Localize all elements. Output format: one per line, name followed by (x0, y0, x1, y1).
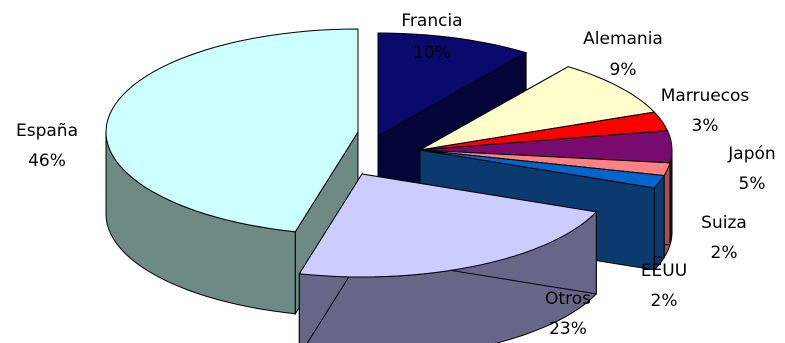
slice-top (419, 130, 673, 164)
label-japon-name: Japón (727, 144, 775, 164)
label-otros-value: 23% (549, 319, 587, 339)
slice-españa (105, 28, 359, 316)
label-suiza-name: Suiza (701, 213, 747, 233)
slice-otros (298, 172, 598, 343)
slice-top (419, 66, 656, 151)
slice-top (298, 173, 598, 278)
slice-top (419, 149, 665, 189)
label-eeuu-name: EEUU (641, 261, 687, 281)
label-alemania-value: 9% (610, 60, 637, 80)
label-alemania-name: Alemania (583, 29, 663, 49)
label-eeuu-value: 2% (651, 291, 678, 311)
pie-slices (105, 28, 673, 343)
label-marruecos-value: 3% (692, 116, 719, 136)
label-francia-value: 10% (413, 43, 451, 63)
slice-top (377, 32, 528, 137)
label-otros-name: Otros (545, 289, 591, 309)
label-suiza-value: 2% (711, 243, 738, 263)
label-españa-name: España (16, 121, 78, 141)
label-españa-value: 46% (28, 151, 66, 171)
label-marruecos-name: Marruecos (661, 86, 750, 106)
label-japon-value: 5% (739, 174, 766, 194)
slice-top (105, 28, 359, 233)
label-francia-name: Francia (401, 11, 462, 31)
